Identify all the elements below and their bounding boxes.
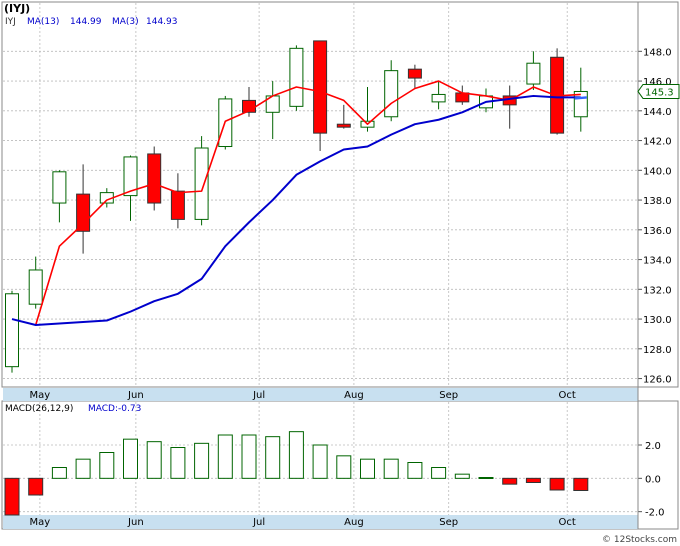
price-x-tick-label: Jun <box>127 390 144 401</box>
macd-bar-positive <box>478 477 494 479</box>
price-x-tick-label: May <box>30 390 51 401</box>
price-y-tick-label: 128.0 <box>643 345 672 356</box>
ma13-label: MA(13) <box>27 17 59 27</box>
macd-x-tick-label: Sep <box>439 517 458 528</box>
ma3-value: 144.93 <box>146 17 178 27</box>
macd-bar-positive <box>265 436 281 479</box>
macd-bar-positive <box>75 458 91 479</box>
price-x-tick-label: Aug <box>344 390 364 401</box>
symbol-tag: IYJ <box>5 17 16 27</box>
macd-x-tick-label: Oct <box>559 517 576 528</box>
macd-bar-negative <box>525 477 541 484</box>
price-y-tick-label: 144.0 <box>643 107 672 118</box>
last-price-tag: 145.3 <box>637 83 680 99</box>
macd-bar-positive <box>383 458 399 479</box>
macd-bar-positive <box>454 473 470 479</box>
candle-down <box>313 40 328 134</box>
candle-up <box>526 62 541 85</box>
macd-bar-positive <box>170 447 186 479</box>
moving-averages <box>11 80 587 327</box>
price-y-tick-label: 134.0 <box>643 256 672 267</box>
ma13-value: 144.99 <box>70 17 102 27</box>
price-x-axis-band <box>3 388 638 401</box>
price-y-tick-label: 140.0 <box>643 166 672 177</box>
macd-bar-positive <box>194 442 210 479</box>
macd-bar-positive <box>241 434 257 479</box>
macd-label: MACD(26,12,9) <box>5 404 73 414</box>
macd-x-axis: May Jun Jul Aug Sep Oct <box>30 517 576 528</box>
price-x-tick-label: Jul <box>252 390 265 401</box>
price-y-tick-label: 142.0 <box>643 137 672 148</box>
candle-down <box>407 68 422 79</box>
candle-up <box>52 171 67 204</box>
macd-bar-positive <box>146 441 162 479</box>
macd-bar-positive <box>123 438 138 479</box>
macd-x-tick-label: May <box>30 517 51 528</box>
ma3-label: MA(3) <box>112 17 139 27</box>
ticker-title: (IYJ) <box>4 2 30 15</box>
macd-bar-negative <box>549 477 565 491</box>
price-y-tick-label: 130.0 <box>643 315 672 326</box>
macd-y-axis: -2.0 0.0 2.0 <box>638 441 665 519</box>
macd-x-tick-label: Aug <box>344 517 364 528</box>
candle-up <box>384 70 399 118</box>
watermark: © 12Stocks.com <box>602 535 677 545</box>
macd-y-tick-label: -2.0 <box>645 508 665 519</box>
candle-down <box>170 190 185 220</box>
macd-bar-positive <box>336 455 352 479</box>
ma-last-marker <box>574 96 587 100</box>
candle-up <box>123 156 138 197</box>
candle-down <box>147 153 162 204</box>
macd-bar-positive <box>312 444 328 479</box>
price-y-tick-label: 148.0 <box>643 47 672 58</box>
price-x-axis: May Jun Jul Aug Sep Oct <box>30 390 576 401</box>
price-y-tick-label: 136.0 <box>643 226 672 237</box>
macd-bar-positive <box>407 462 423 479</box>
macd-bar-negative <box>502 477 518 485</box>
macd-y-tick-label: 0.0 <box>645 474 661 485</box>
price-x-tick-label: Oct <box>559 390 576 401</box>
macd-x-axis-band <box>3 515 638 529</box>
price-y-tick-label: 138.0 <box>643 196 672 207</box>
macd-bar-positive <box>431 467 447 479</box>
price-y-axis: 126.0 128.0 130.0 132.0 134.0 136.0 138.0 140.0… <box>638 47 672 386</box>
macd-bar-positive <box>288 431 304 479</box>
candle-up <box>28 269 43 305</box>
price-y-tick-label: 146.0 <box>643 77 672 88</box>
macd-x-tick-label: Jun <box>127 517 144 528</box>
macd-bar-negative <box>28 477 44 496</box>
macd-bar-positive <box>217 434 233 479</box>
macd-value-label: MACD:-0.73 <box>88 404 141 414</box>
macd-bar-positive <box>360 458 375 479</box>
price-panel-frame <box>1 1 679 388</box>
macd-x-tick-label: Jul <box>252 517 265 528</box>
price-y-tick-label: 132.0 <box>643 285 672 296</box>
candle-up <box>289 47 304 107</box>
macd-bar-negative <box>4 477 20 516</box>
candle-down <box>336 123 351 128</box>
ma3-line <box>11 94 581 327</box>
candle-up <box>431 93 446 103</box>
ma13-line <box>34 80 581 326</box>
candle-down <box>76 193 91 232</box>
candle-up <box>5 293 19 368</box>
price-x-tick-label: Sep <box>439 390 458 401</box>
macd-histogram <box>4 431 589 516</box>
last-price-value: 145.3 <box>645 87 674 98</box>
macd-bar-positive <box>99 452 115 479</box>
macd-y-tick-label: 2.0 <box>645 441 661 452</box>
macd-bar-positive <box>51 467 67 479</box>
price-y-tick-label: 126.0 <box>643 375 672 386</box>
macd-bar-negative <box>573 477 589 492</box>
candle-up <box>194 147 209 220</box>
